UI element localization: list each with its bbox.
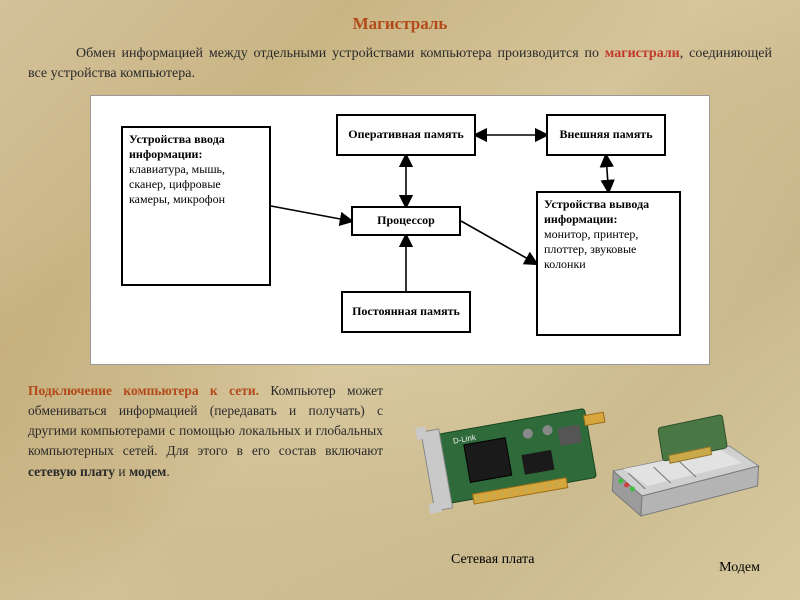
box-ext-title: Внешняя память — [559, 127, 652, 142]
box-rom: Постоянная память — [341, 291, 471, 333]
page-title: Магистраль — [28, 14, 772, 34]
intro-pre: Обмен информацией между отдельными устро… — [76, 46, 605, 61]
box-output-title: Устройства вывода информации: — [544, 197, 673, 227]
box-ram-title: Оперативная память — [348, 127, 463, 142]
box-external-memory: Внешняя память — [546, 114, 666, 156]
caption-modem: Модем — [719, 560, 760, 576]
images-column: D-Link Сетев — [401, 381, 772, 576]
network-card-icon: D-Link — [411, 386, 621, 521]
intro-keyword: магистрали — [605, 46, 680, 61]
title-text: Магистраль — [353, 14, 448, 33]
intro-paragraph: Обмен информацией между отдельными устро… — [28, 44, 772, 85]
caption-network-card: Сетевая плата — [451, 552, 534, 568]
network-paragraph: Подключение компьютера к сети. Компьютер… — [28, 381, 383, 482]
diagram-container: Устройства ввода информации: клавиатура,… — [28, 95, 772, 365]
network-lead: Подключение компьютера к сети. — [28, 383, 259, 398]
network-mid: и — [115, 464, 129, 479]
box-ram: Оперативная память — [336, 114, 476, 156]
box-input-devices: Устройства ввода информации: клавиатура,… — [121, 126, 271, 286]
box-rom-title: Постоянная память — [352, 304, 460, 319]
box-cpu: Процессор — [351, 206, 461, 236]
bus-diagram: Устройства ввода информации: клавиатура,… — [90, 95, 710, 365]
box-output-sub: монитор, принтер, плоттер, звуковые коло… — [544, 227, 673, 272]
box-cpu-title: Процессор — [377, 213, 435, 228]
box-input-sub: клавиатура, мышь, сканер, цифровые камер… — [129, 162, 263, 207]
network-post: . — [166, 464, 169, 479]
box-output-devices: Устройства вывода информации: монитор, п… — [536, 191, 681, 336]
bottom-row: Подключение компьютера к сети. Компьютер… — [28, 381, 772, 576]
modem-icon — [602, 401, 772, 531]
box-input-title: Устройства ввода информации: — [129, 132, 263, 162]
network-kw1: сетевую плату — [28, 464, 115, 479]
network-kw2: модем — [129, 464, 166, 479]
